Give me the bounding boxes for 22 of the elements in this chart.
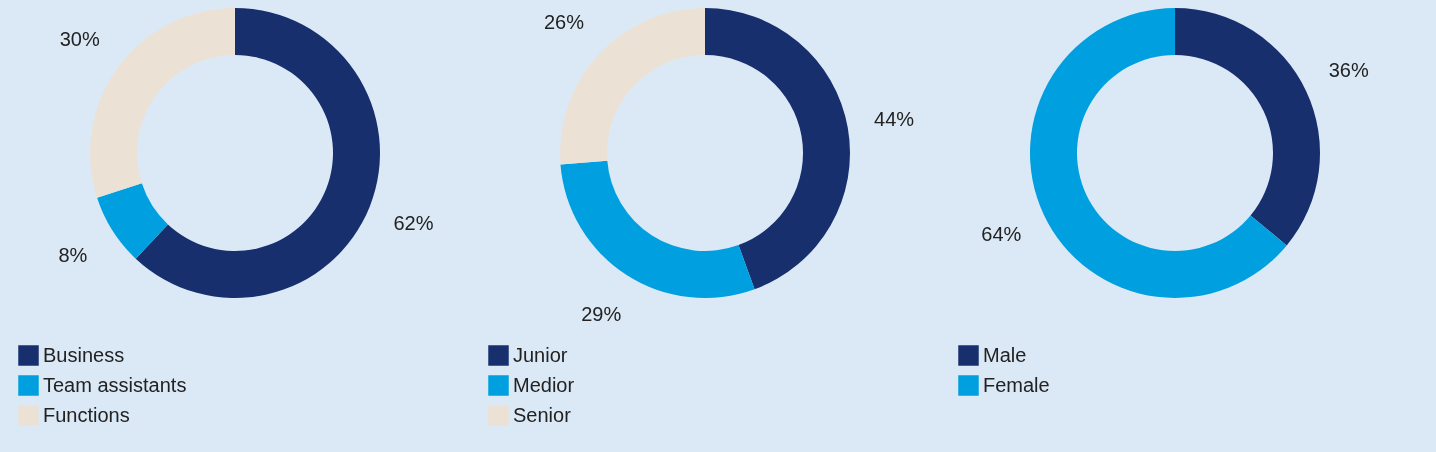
data-label: 44% <box>874 107 915 130</box>
donut-slice <box>705 8 850 290</box>
donut-slice <box>135 8 380 298</box>
donut-slice <box>97 183 168 259</box>
legend-label: Functions <box>43 403 130 426</box>
legend-label: Female <box>983 373 1050 396</box>
data-label: 62% <box>393 211 434 234</box>
donut-slice <box>560 160 755 298</box>
donut-slice <box>1175 8 1320 246</box>
data-label: 29% <box>581 302 622 325</box>
data-label: 36% <box>1328 59 1369 82</box>
legend-label: Team assistants <box>43 373 187 396</box>
data-label: 64% <box>981 222 1022 245</box>
legend-label: Junior <box>513 343 568 366</box>
legend-label: Senior <box>513 403 572 426</box>
data-label: 26% <box>543 10 585 33</box>
legend-label: Business <box>43 343 125 366</box>
donut-slice <box>1030 8 1287 298</box>
legend-label: Male <box>983 343 1027 366</box>
data-label: 30% <box>59 28 100 51</box>
legend-label: Medior <box>513 373 575 396</box>
data-label: 8% <box>58 243 88 266</box>
